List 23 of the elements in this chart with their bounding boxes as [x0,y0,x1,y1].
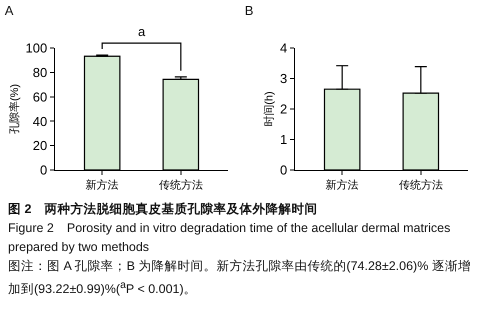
caption: 图 2 两种方法脱细胞真皮基质孔隙率及体外降解时间 [8,201,318,218]
caption: Figure 2 Porosity and in vitro degradation time of the acellular dermal matrices prepared by two methods [8,220,452,256]
x-tick-label: 传统方法 [398,178,443,192]
y-tick-label: 0 [40,162,48,178]
y-axis-title: 孔隙率(%) [8,84,22,134]
y-tick-label: 60 [32,89,48,104]
y-tick-label: 80 [32,64,48,80]
y-tick-label: 100 [25,40,48,56]
y-axis-title: 时间(h) [262,91,276,127]
y-tick-label: 20 [32,138,48,154]
x-tick-label: 新方法 [326,178,359,192]
y-tick-label: 4 [280,40,288,56]
y-tick-label: 1 [280,132,288,148]
y-tick-label: 40 [32,114,48,129]
y-tick-label: 2 [280,102,288,117]
y-tick-label: 0 [280,162,288,178]
y-tick-label: 3 [280,71,288,86]
x-tick-label: 传统方法 [158,178,203,192]
text: a [138,24,146,39]
chart-title: A [4,3,14,18]
text: 图注：图 A 孔隙率；B 为降解时间。新方法孔隙率由传统的(74.28±2.06)% 逐渐增加到(93.22±0.99)%($^{a}$P < 0.001)。 [8,258,472,298]
x-tick-label: 新方法 [86,178,119,192]
chart-title: B [244,3,254,18]
